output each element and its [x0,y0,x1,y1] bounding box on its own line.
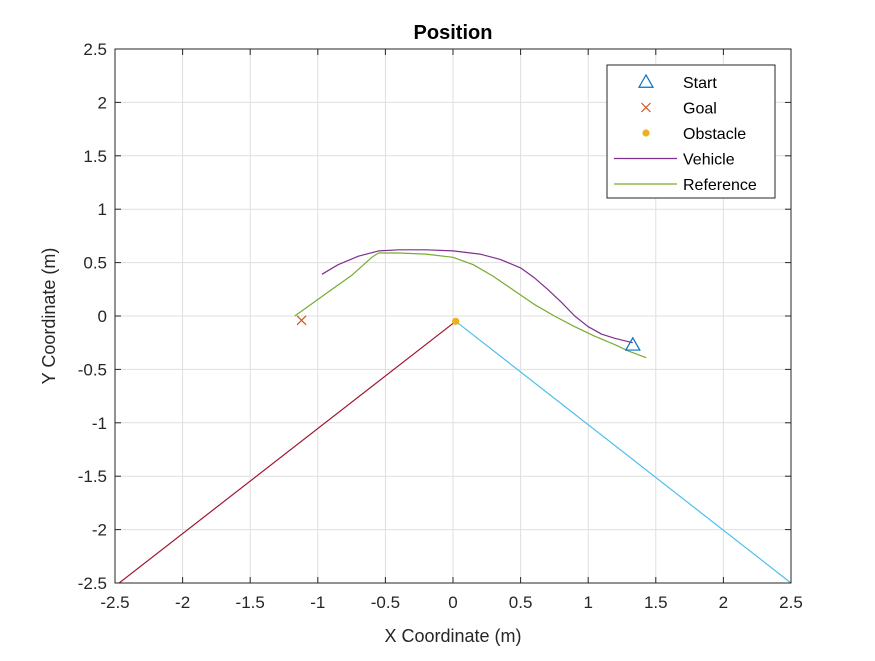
reference-line [294,252,647,359]
goal-marker [296,315,307,326]
y-tick-label: -2 [92,521,107,540]
legend-obstacle-symbol [642,129,650,137]
series-lines [294,249,647,359]
legend-start-symbol [637,73,655,88]
x-tick-label: 0.5 [509,593,533,612]
axes-box [114,48,792,584]
y-tick-label: -0.5 [78,360,107,379]
y-tick-label: 0 [98,307,107,326]
legend-start-label: Start [683,75,717,92]
start-marker [624,336,641,351]
legend: Start Goal Obstacle Vehicle Reference [606,64,776,199]
x-tick-label: 2 [719,593,728,612]
chart-title: Position [414,22,493,44]
left-boundary-line [118,320,457,584]
x-tick-label: 1.5 [644,593,668,612]
vehicle-line [321,249,633,344]
y-tick-label: 0.5 [83,254,107,273]
legend-goal-label: Goal [683,101,717,118]
y-tick-label: 1 [98,200,107,219]
y-tick-label: -2.5 [78,574,107,593]
obstacle-marker [452,317,460,325]
right-boundary-line [455,320,792,584]
x-tick-label: -0.5 [371,593,400,612]
boundary-lines [118,320,792,584]
x-tick-label: -2 [175,593,190,612]
y-tick-label: 2.5 [83,40,107,59]
legend-reference-label: Reference [683,177,757,194]
y-axis-label: Y Coordinate (m) [39,248,59,385]
y-tick-label: -1 [92,414,107,433]
legend-vehicle-label: Vehicle [683,152,735,169]
markers [296,315,641,351]
legend-obstacle-label: Obstacle [683,126,746,143]
y-tick-label: -1.5 [78,467,107,486]
y-tick-label: 1.5 [83,147,107,166]
x-tick-label: -2.5 [100,593,129,612]
x-tick-label: 2.5 [779,593,803,612]
x-tick-label: -1 [310,593,325,612]
y-tick-label: 2 [98,93,107,112]
legend-box [606,64,776,199]
x-axis-label: X Coordinate (m) [384,626,521,646]
legend-goal-symbol [641,102,651,113]
ticks: -2.5 -2 -1.5 -1 -0.5 0 0.5 1 1.5 2 2.5 -2.5 -2 -1.5 -1… [78,40,803,612]
x-tick-label: -1.5 [236,593,265,612]
x-tick-label: 1 [583,593,592,612]
x-tick-label: 0 [448,593,457,612]
